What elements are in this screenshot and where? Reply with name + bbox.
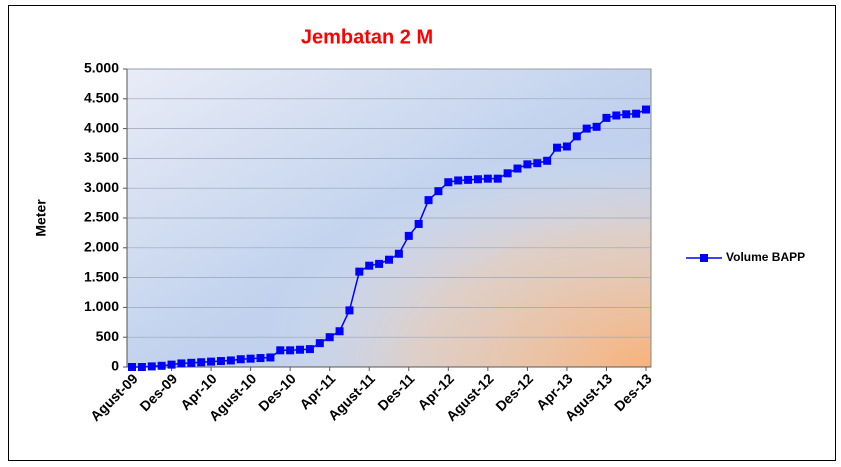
y-tick-label: 0 xyxy=(111,358,119,374)
legend-label: Volume BAPP xyxy=(726,250,805,264)
marker xyxy=(404,231,413,240)
marker xyxy=(454,176,463,185)
y-tick-label: 1.500 xyxy=(84,268,119,284)
marker xyxy=(207,357,216,366)
marker xyxy=(523,160,532,169)
marker xyxy=(226,356,235,365)
marker xyxy=(622,110,631,119)
marker xyxy=(128,363,136,371)
marker xyxy=(394,249,403,258)
marker xyxy=(632,109,641,118)
marker xyxy=(315,339,324,348)
marker xyxy=(276,346,285,355)
marker xyxy=(375,259,384,268)
marker xyxy=(513,164,522,173)
marker xyxy=(345,306,354,315)
y-tick-label: 5.000 xyxy=(84,60,119,76)
marker xyxy=(602,113,611,122)
y-tick-label: 500 xyxy=(96,328,120,344)
marker xyxy=(424,196,433,205)
marker xyxy=(187,358,196,367)
legend-marker xyxy=(700,254,708,262)
marker xyxy=(582,124,591,133)
marker xyxy=(543,156,552,165)
marker xyxy=(296,345,305,354)
marker xyxy=(177,359,186,368)
marker xyxy=(533,159,542,168)
marker xyxy=(385,255,393,264)
marker xyxy=(147,362,156,371)
y-tick-label: 4.500 xyxy=(84,90,119,106)
marker xyxy=(414,219,423,228)
marker xyxy=(493,174,502,183)
marker xyxy=(236,355,245,364)
y-tick-label: 1.000 xyxy=(84,298,119,314)
y-tick-label: 3.000 xyxy=(84,179,119,195)
marker xyxy=(335,327,344,336)
marker xyxy=(216,357,225,366)
marker xyxy=(483,174,492,183)
chart-title: Jembatan 2 M xyxy=(301,26,433,48)
marker xyxy=(137,363,146,371)
y-tick-label: 2.000 xyxy=(84,239,119,255)
marker xyxy=(157,361,166,370)
marker xyxy=(464,175,473,184)
y-axis-label: Meter xyxy=(33,199,49,237)
marker xyxy=(355,267,364,276)
marker xyxy=(553,143,562,152)
marker xyxy=(592,122,601,131)
marker xyxy=(473,175,482,184)
y-tick-label: 2.500 xyxy=(84,209,119,225)
y-tick-label: 3.500 xyxy=(84,149,119,165)
marker xyxy=(256,354,265,363)
marker xyxy=(365,261,374,270)
marker xyxy=(503,169,512,178)
marker xyxy=(197,358,206,367)
marker xyxy=(305,345,314,354)
marker xyxy=(167,360,176,369)
marker xyxy=(325,333,334,342)
marker xyxy=(246,354,255,363)
marker xyxy=(266,353,275,362)
marker xyxy=(434,187,443,196)
marker xyxy=(444,178,453,187)
marker xyxy=(286,346,295,355)
marker xyxy=(562,142,571,151)
marker xyxy=(572,132,581,141)
y-tick-label: 4.000 xyxy=(84,119,119,135)
marker xyxy=(642,105,650,114)
marker xyxy=(612,111,621,120)
